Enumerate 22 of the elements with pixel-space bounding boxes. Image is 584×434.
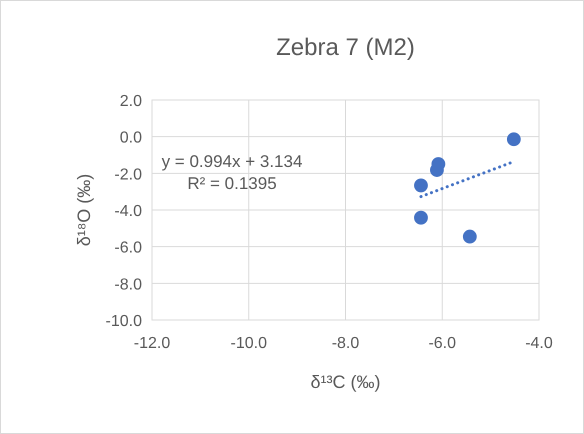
x-tick-label: -10.0 bbox=[230, 335, 268, 352]
annotation: R² = 0.1395 bbox=[187, 174, 277, 193]
y-tick-label: 2.0 bbox=[120, 93, 142, 110]
x-axis-title: δ¹³C (‰) bbox=[310, 372, 380, 392]
point bbox=[414, 178, 428, 192]
point bbox=[506, 132, 521, 146]
point bbox=[430, 163, 444, 177]
y-tick-label: 0.0 bbox=[120, 130, 142, 147]
point bbox=[414, 210, 428, 225]
annotation: y = 0.994x + 3.134 bbox=[162, 152, 302, 171]
point bbox=[462, 230, 477, 244]
y-tick-label: -10.0 bbox=[106, 313, 142, 330]
chart-title: Zebra 7 (M2) bbox=[276, 34, 415, 61]
x-tick-label: -12.0 bbox=[134, 335, 170, 352]
y-tick-label: -2.0 bbox=[114, 166, 142, 184]
x-tick-label: -8.0 bbox=[332, 335, 360, 352]
y-tick-label: -8.0 bbox=[114, 276, 142, 294]
x-tick-label: -4.0 bbox=[525, 335, 553, 352]
y-tick-label: -4.0 bbox=[114, 203, 142, 220]
x-tick-label: -6.0 bbox=[428, 335, 456, 352]
y-axis-title: δ¹⁸O (‰) bbox=[74, 174, 94, 246]
y-tick-label: -6.0 bbox=[114, 240, 142, 257]
